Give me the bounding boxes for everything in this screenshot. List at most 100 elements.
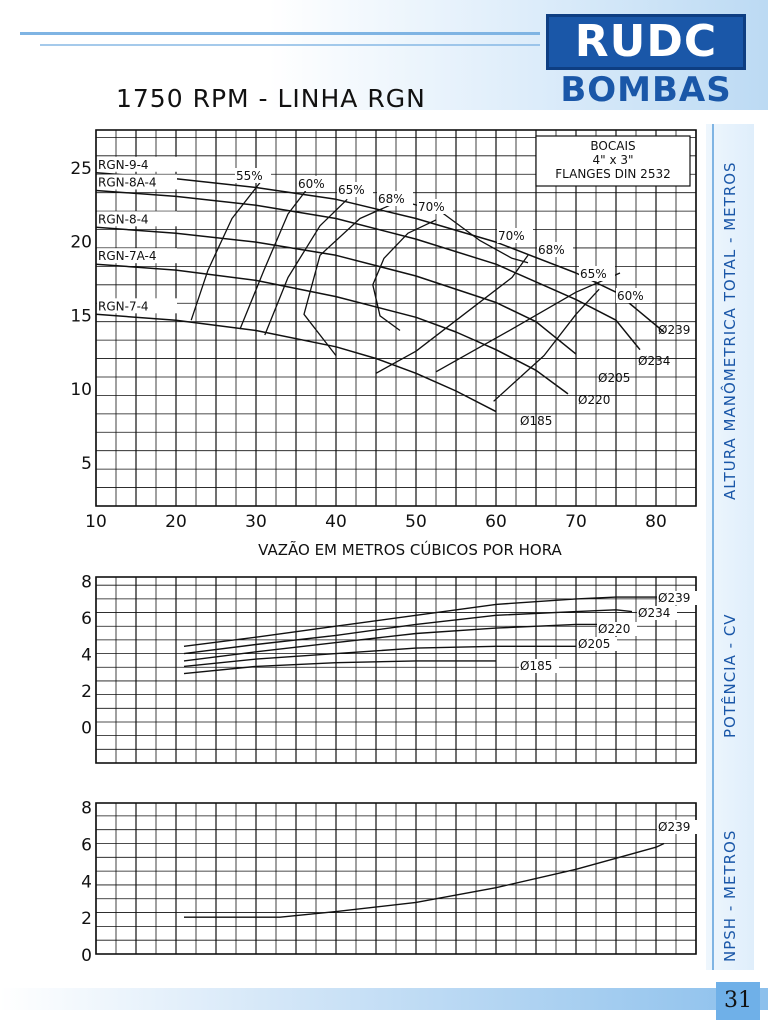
side-bar-line xyxy=(712,124,714,970)
efficiency-label-bg xyxy=(579,266,615,281)
footer-band xyxy=(0,988,768,1010)
note-text: 4" x 3" xyxy=(592,153,633,167)
y-tick-label: 8 xyxy=(81,799,92,819)
y-tick-label: 10 xyxy=(70,380,92,400)
diameter-label: Ø220 xyxy=(578,393,610,407)
npsh-curve xyxy=(184,842,665,918)
power-curve xyxy=(183,623,600,662)
npsh-grid-frame xyxy=(95,802,697,955)
y-tick-label: 6 xyxy=(81,836,92,856)
efficiency-curve xyxy=(493,288,600,402)
efficiency-label: 60% xyxy=(298,177,325,191)
y-tick-label: 2 xyxy=(81,909,92,929)
diameter-label-bg xyxy=(657,820,697,834)
efficiency-label: 70% xyxy=(418,200,445,214)
efficiency-label: 70% xyxy=(498,229,525,243)
diameter-label: Ø239 xyxy=(658,820,690,834)
y-tick-label: 8 xyxy=(81,573,92,593)
efficiency-curve xyxy=(435,272,621,373)
efficiency-curve xyxy=(372,219,437,332)
efficiency-label-bg xyxy=(417,199,453,214)
power-curve xyxy=(183,660,496,675)
series-label: RGN-7A-4 xyxy=(98,249,157,263)
efficiency-label-bg xyxy=(616,288,652,303)
efficiency-curve xyxy=(190,181,262,321)
y-tick-label: 15 xyxy=(70,306,92,326)
power-grid-frame xyxy=(95,576,697,764)
series-label: RGN-7-4 xyxy=(98,299,149,313)
header-stripe xyxy=(40,44,540,46)
series-label-bg xyxy=(97,248,177,264)
efficiency-label: 68% xyxy=(378,192,405,206)
y-tick-label: 4 xyxy=(81,646,92,666)
header-stripe xyxy=(20,32,540,35)
diameter-label-bg xyxy=(637,606,677,620)
y-tick-label: 6 xyxy=(81,609,92,629)
efficiency-label-bg xyxy=(497,228,533,243)
diameter-label-bg xyxy=(519,659,559,673)
efficiency-label: 65% xyxy=(338,183,365,197)
logo-text-rudc: RUDC xyxy=(546,14,746,70)
series-label: RGN-9-4 xyxy=(98,158,149,172)
efficiency-label-bg xyxy=(297,176,333,191)
efficiency-label-bg xyxy=(537,242,573,257)
efficiency-label: 65% xyxy=(580,267,607,281)
y-tick-label: 25 xyxy=(70,159,92,179)
diameter-label: Ø205 xyxy=(598,371,630,385)
diameter-label: Ø185 xyxy=(520,659,552,673)
efficiency-label-bg xyxy=(235,168,271,183)
y-tick-label: 0 xyxy=(81,719,92,739)
diameter-label: Ø239 xyxy=(658,591,690,605)
diameter-label: Ø185 xyxy=(520,414,552,428)
power-curve xyxy=(183,609,633,655)
note-text: FLANGES DIN 2532 xyxy=(555,167,670,181)
series-label-bg xyxy=(97,211,177,227)
series-label: RGN-8-4 xyxy=(98,212,149,226)
efficiency-label: 55% xyxy=(236,169,263,183)
diameter-label: Ø205 xyxy=(578,637,610,651)
page-number: 31 xyxy=(716,982,760,1020)
y-tick-label: 2 xyxy=(81,682,92,702)
y-tick-label: 4 xyxy=(81,872,92,892)
efficiency-label: 68% xyxy=(538,243,565,257)
logo-text-bombas: BOMBAS xyxy=(560,70,732,110)
efficiency-curve xyxy=(375,254,529,374)
diameter-label: Ø239 xyxy=(658,323,690,337)
x-tick-label: 60 xyxy=(485,512,507,532)
series-label-bg xyxy=(97,298,177,314)
diameter-label-bg xyxy=(597,622,637,636)
head-grid-frame xyxy=(95,129,697,507)
side-bar xyxy=(706,124,754,970)
series-label-bg xyxy=(97,174,177,190)
head-curve-rgn-9-4 xyxy=(95,172,665,333)
x-tick-label: 30 xyxy=(245,512,267,532)
x-tick-label: 20 xyxy=(165,512,187,532)
head-curve-rgn-7a-4 xyxy=(95,263,569,395)
x-tick-label: 70 xyxy=(565,512,587,532)
company-logo: RUDC BOMBAS xyxy=(546,14,746,108)
x-tick-label: 50 xyxy=(405,512,427,532)
x-tick-label: 80 xyxy=(645,512,667,532)
x-axis-title: VAZÃO EM METROS CÚBICOS POR HORA xyxy=(258,540,562,559)
efficiency-label-bg xyxy=(377,191,413,206)
note-box xyxy=(535,135,691,187)
efficiency-curve xyxy=(239,184,311,330)
diameter-label: Ø234 xyxy=(638,354,670,368)
head-curve-rgn-8a-4 xyxy=(95,189,641,351)
x-tick-label: 10 xyxy=(85,512,107,532)
diameter-label-bg xyxy=(577,637,617,651)
diameter-label: Ø220 xyxy=(598,622,630,636)
page-title: 1750 RPM - LINHA RGN xyxy=(116,84,426,113)
note-text: BOCAIS xyxy=(590,139,635,153)
efficiency-label: 60% xyxy=(617,289,644,303)
series-label-bg xyxy=(97,156,177,172)
y-tick-label: 0 xyxy=(81,946,92,966)
efficiency-curve xyxy=(264,198,348,336)
diameter-label-bg xyxy=(657,591,697,605)
y-tick-label: 5 xyxy=(81,454,92,474)
power-curve xyxy=(183,645,576,668)
x-tick-label: 40 xyxy=(325,512,347,532)
power-curve xyxy=(183,596,664,647)
y-tick-label: 20 xyxy=(70,233,92,253)
